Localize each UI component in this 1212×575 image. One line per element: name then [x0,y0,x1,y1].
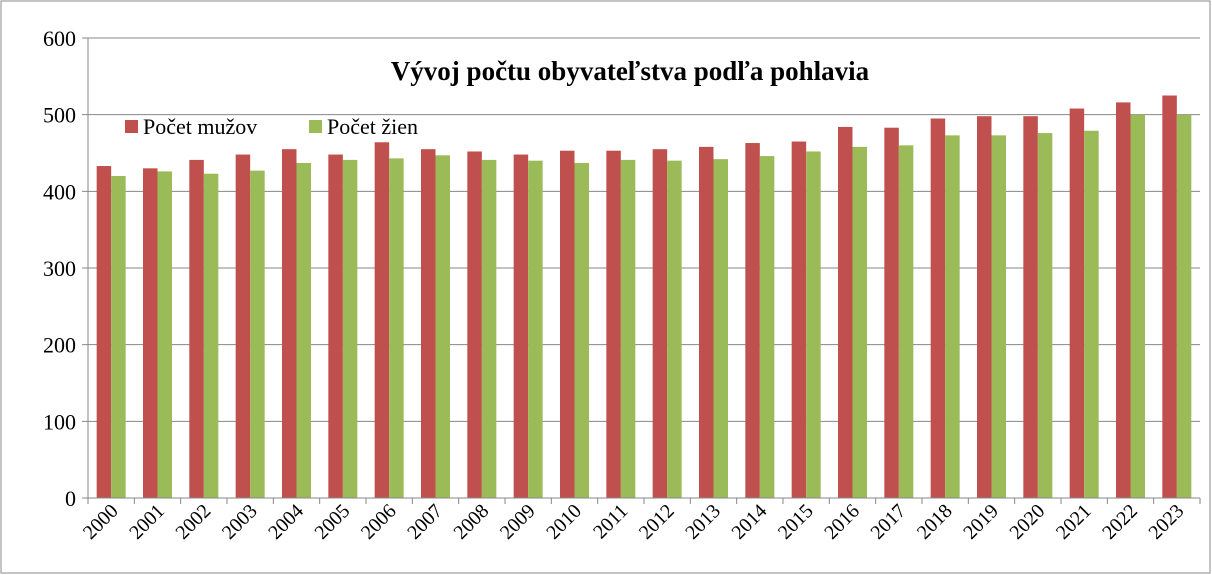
legend-label: Počet žien [327,114,418,139]
bar [699,146,714,498]
bar [389,158,404,498]
bar [606,150,621,498]
bar [991,135,1006,498]
bar [143,168,158,499]
bar [838,126,853,498]
bar [977,116,992,498]
bar [528,160,543,498]
y-tick-label: 300 [43,256,76,281]
y-tick-label: 200 [43,333,76,358]
bar [513,154,529,499]
bar [189,159,204,498]
legend-label: Počet mužov [143,114,257,139]
bar [713,159,728,498]
bar [296,162,311,498]
bar [852,146,867,498]
bar [328,154,343,499]
bar [745,143,760,499]
bar [1069,108,1085,499]
y-tick-label: 0 [65,486,76,511]
bar [96,166,112,499]
bar [1084,130,1099,498]
bar [342,159,358,498]
bar [667,160,682,498]
bar [1116,102,1131,499]
bar [884,127,899,498]
bar [282,149,297,498]
bar [759,156,775,499]
bar [560,150,575,498]
bar [574,162,589,498]
bar [1176,114,1192,499]
bar [435,155,450,499]
bar [157,171,172,498]
bar [467,151,482,498]
bar [111,176,126,498]
bar [791,141,807,498]
legend-swatch [125,120,138,133]
bar [898,145,914,499]
y-tick-label: 100 [43,409,76,434]
bar [1037,133,1053,499]
bar [203,173,219,498]
bar [930,118,946,498]
bar [620,159,636,498]
bar [374,142,390,498]
bar [652,149,668,498]
y-tick-label: 400 [43,179,76,204]
bar [481,159,497,498]
bar [421,149,436,498]
bar [235,154,251,499]
legend-swatch [309,120,322,133]
bar [1162,95,1177,498]
bar [1023,116,1038,498]
bar [806,151,821,498]
bar [945,135,960,498]
chart-title: Vývoj počtu obyvateľstva podľa pohlavia [391,56,870,86]
y-tick-label: 500 [43,103,76,128]
bar [250,170,265,498]
y-tick-label: 600 [43,26,76,51]
bar [1130,114,1145,499]
